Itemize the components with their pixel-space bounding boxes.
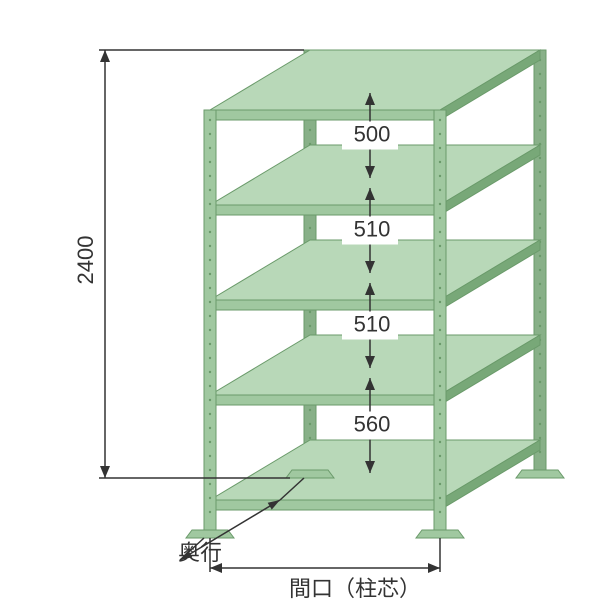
shelf-gap-value: 560 [354, 411, 391, 436]
shelf-gap-value: 500 [354, 121, 391, 146]
width-label: 間口（柱芯） [289, 576, 421, 600]
depth-label: 奥行 [178, 540, 222, 565]
shelf-gap-value: 510 [354, 216, 391, 241]
total-height-value: 2400 [73, 236, 98, 285]
shelf-gap-value: 510 [354, 311, 391, 336]
